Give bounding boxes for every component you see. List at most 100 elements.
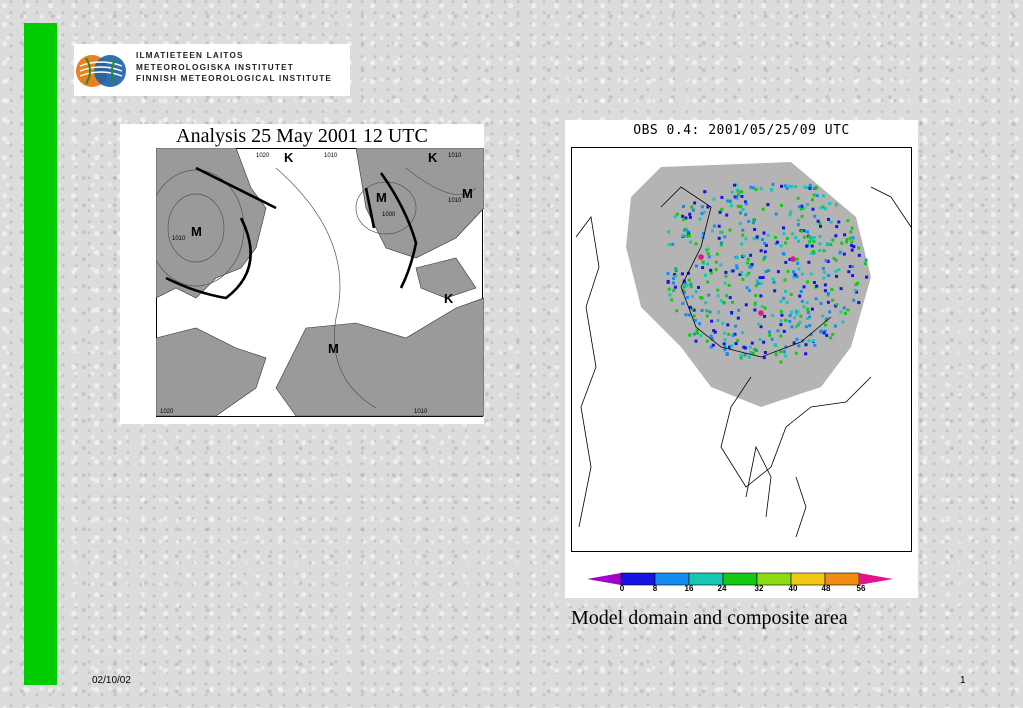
radar-echo-pixel [822, 270, 826, 274]
radar-echo-pixel [796, 218, 800, 222]
radar-echo-pixel [790, 310, 794, 314]
radar-echo-pixel [695, 264, 698, 268]
radar-echo-pixel [691, 208, 695, 212]
institute-name-line-3: FINNISH METEOROLOGICAL INSTITUTE [136, 74, 333, 83]
radar-echo-pixel [831, 332, 835, 336]
radar-echo-pixel [753, 301, 757, 305]
radar-echo-pixel [746, 261, 750, 265]
radar-echo-pixel [711, 229, 714, 233]
land-south [275, 297, 484, 417]
pressure-label: M [328, 341, 339, 356]
radar-echo-pixel [682, 218, 686, 222]
radar-echo-pixel [752, 237, 756, 240]
radar-echo-pixel [853, 288, 857, 292]
radar-echo-pixel [741, 208, 745, 211]
radar-echo-pixel [774, 212, 778, 216]
radar-echo-pixel [830, 288, 834, 292]
radar-echo-pixel [730, 190, 734, 194]
institute-name-line-1: ILMATIETEEN LAITOS [136, 51, 244, 60]
radar-echo-pixel [825, 333, 829, 337]
radar-echo-pixel [806, 307, 810, 311]
front-line [165, 217, 252, 300]
radar-echo-pixel [733, 183, 736, 187]
radar-echo-pixel [763, 255, 767, 259]
radar-echo-pixel [845, 240, 849, 244]
radar-echo-pixel [760, 304, 764, 308]
radar-echo-pixel [782, 350, 786, 354]
radar-echo-pixel [709, 334, 713, 338]
radar-echo-pixel [707, 255, 711, 259]
radar-echo-pixel [811, 198, 814, 202]
radar-echo-pixel [688, 305, 692, 309]
radar-echo-pixel [806, 317, 810, 320]
radar-echo-pixel [738, 273, 742, 276]
colorbar-segment [722, 572, 758, 586]
radar-echo-pixel [735, 264, 739, 268]
radar-echo-pixel [784, 290, 788, 293]
radar-echo-pixel [773, 236, 777, 239]
radar-echo-pixel [693, 318, 697, 322]
radar-echo-pixel [839, 287, 843, 291]
radar-echo-pixel [827, 274, 831, 277]
radar-echo-pixel [797, 205, 801, 209]
isobar-value: 1010 [172, 236, 186, 242]
pressure-label: K [284, 150, 294, 165]
radar-echo-pixel [822, 331, 826, 335]
radar-echo-pixel [793, 185, 797, 189]
radar-echo-pixel [851, 236, 855, 240]
radar-echo-pixel [784, 241, 788, 245]
radar-echo-pixel [709, 271, 713, 275]
radar-echo-pixel [818, 221, 822, 225]
radar-echo-pixel [740, 331, 744, 335]
radar-echo-pixel [728, 296, 732, 300]
radar-echo-pixel [740, 194, 744, 198]
radar-echo-pixel [781, 252, 785, 256]
radar-echo-pixel [807, 260, 811, 264]
radar-echo-pixel [779, 360, 783, 364]
radar-echo-pixel [849, 236, 853, 240]
radar-echo-pixel [843, 311, 847, 315]
colorbar-tick-label: 32 [754, 584, 764, 593]
radar-echo-pixel [723, 331, 727, 335]
radar-echo-pixel [688, 212, 692, 216]
radar-echo-pixel [748, 265, 752, 269]
radar-site-marker [790, 256, 796, 262]
radar-echo-pixel [802, 206, 806, 210]
land-east [415, 257, 477, 299]
radar-echo-pixel [735, 256, 739, 260]
radar-echo-pixel [684, 227, 688, 231]
radar-echo-pixel [666, 279, 670, 283]
radar-echo-pixel [670, 298, 674, 302]
radar-echo-pixel [747, 220, 751, 223]
radar-coverage-area [626, 162, 871, 407]
radar-echo-pixel [789, 210, 793, 214]
radar-echo-pixel [693, 332, 696, 336]
colorbar-tick-label: 16 [684, 584, 694, 593]
figure-caption: Model domain and composite area [571, 607, 848, 629]
radar-echo-pixel [803, 185, 807, 189]
radar-echo-pixel [847, 270, 851, 274]
radar-echo-pixel [685, 295, 689, 299]
analysis-panel: Analysis 25 May 2001 12 UTC K K M M [120, 124, 484, 424]
radar-echo-pixel [788, 314, 792, 317]
front-line [379, 172, 418, 289]
land-southwest [156, 327, 267, 417]
radar-echo-pixel [854, 283, 858, 287]
radar-echo-pixel [824, 259, 828, 263]
radar-echo-pixel [690, 295, 694, 299]
isobar-value: 1020 [256, 153, 270, 159]
radar-echo-pixel [719, 230, 722, 234]
radar-echo-pixel [673, 273, 677, 276]
radar-echo-pixel [818, 235, 822, 238]
radar-echo-pixel [799, 314, 803, 318]
radar-echo-pixel [837, 220, 841, 224]
radar-echo-pixel [761, 207, 765, 211]
radar-echo-pixel [759, 282, 763, 286]
radar-echo-pixel [796, 196, 800, 200]
radar-echo-pixel [752, 218, 756, 222]
radar-echo-pixel [784, 354, 788, 358]
coastline [745, 445, 772, 518]
colorbar-tick-label: 24 [717, 584, 727, 593]
radar-echo-pixel [804, 343, 808, 347]
radar-echo-pixel [779, 309, 783, 313]
